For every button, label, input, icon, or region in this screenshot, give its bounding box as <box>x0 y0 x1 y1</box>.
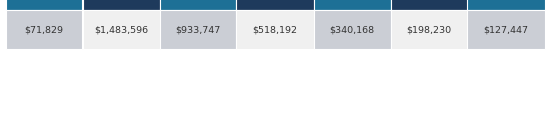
Text: $1,483,596: $1,483,596 <box>94 25 148 34</box>
Bar <box>6 10 82 49</box>
Bar <box>314 0 390 10</box>
Bar <box>314 10 390 49</box>
Text: $518,192: $518,192 <box>252 25 298 34</box>
Bar <box>82 0 160 10</box>
Text: $198,230: $198,230 <box>406 25 452 34</box>
Bar <box>236 10 314 49</box>
Bar <box>160 10 236 49</box>
Bar <box>468 10 544 49</box>
Bar <box>160 0 236 10</box>
Text: $127,447: $127,447 <box>483 25 529 34</box>
Text: $340,168: $340,168 <box>329 25 375 34</box>
Text: $71,829: $71,829 <box>25 25 63 34</box>
Bar <box>6 0 82 10</box>
Bar <box>82 10 160 49</box>
Bar <box>390 10 468 49</box>
Bar <box>468 0 544 10</box>
Text: $933,747: $933,747 <box>175 25 221 34</box>
Bar <box>390 0 468 10</box>
Bar <box>236 0 314 10</box>
